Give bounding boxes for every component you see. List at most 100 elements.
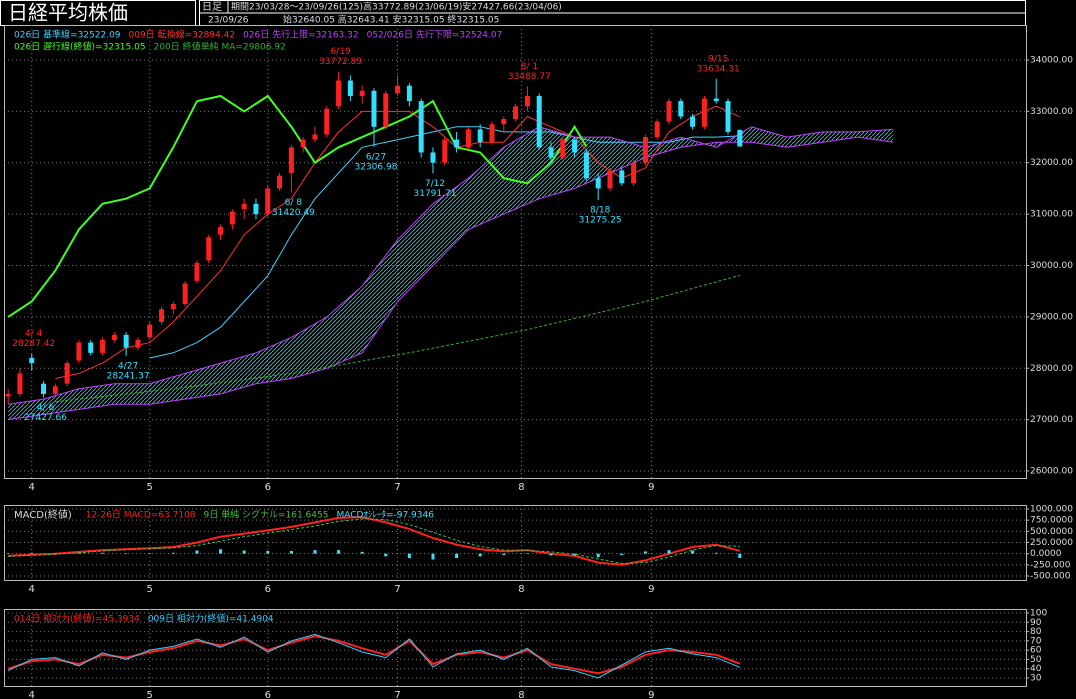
histogram-bar <box>738 553 742 559</box>
x-tick-label: 7 <box>394 690 400 699</box>
annotation-date: 4/ 6 <box>37 403 55 413</box>
annotation-date: 7/12 <box>425 179 445 189</box>
x-tick-label: 7 <box>394 482 400 493</box>
y-tick-label: 60 <box>1030 646 1042 656</box>
y-tick-label: 40 <box>1030 664 1042 674</box>
y-tick-label: 1000.000 <box>1030 505 1073 515</box>
histogram-bar <box>596 553 600 558</box>
x-tick-label: 8 <box>518 584 524 595</box>
x-tick-label: 5 <box>147 690 153 699</box>
x-tick-label: 6 <box>265 482 271 493</box>
header-title: 日経平均株価 <box>8 1 128 25</box>
candle-body <box>442 139 448 163</box>
candle-body <box>701 98 707 127</box>
histogram-bar <box>407 553 411 559</box>
candle-body <box>607 170 613 189</box>
panel-frame <box>4 609 1027 687</box>
histogram-bar <box>455 553 459 559</box>
plot-area <box>4 505 1026 580</box>
x-tick-label: 4 <box>29 584 35 595</box>
y-tick-label: 250.0000 <box>1030 538 1073 548</box>
histogram-bar <box>242 550 246 554</box>
y-tick-label: 80 <box>1030 627 1042 637</box>
panel-frame <box>4 25 1027 479</box>
y-tick-label: 27000.00 <box>1030 415 1073 425</box>
candle-body <box>501 119 507 125</box>
candle-body <box>595 178 601 189</box>
candle-body <box>41 383 47 394</box>
candle-body <box>218 226 224 235</box>
histogram-bar <box>171 552 175 554</box>
legend-entry: 200日 終値単純 MA=29806.92 <box>154 41 286 53</box>
y-tick-label: 30000.00 <box>1030 261 1073 271</box>
candle-body <box>465 129 471 148</box>
annotation-date: 6/27 <box>366 152 386 162</box>
candle-body <box>572 139 578 153</box>
legend-entry: 12-26日 MACD=63.7108 <box>86 510 196 521</box>
y-tick-label: 34000.00 <box>1030 55 1073 65</box>
candle-body <box>560 139 566 158</box>
annotation-date: 9/15 <box>708 54 728 64</box>
candle-body <box>17 373 23 394</box>
x-tick-label: 7 <box>394 584 400 595</box>
candle-body <box>513 106 519 120</box>
candle-body <box>642 137 648 163</box>
candle-body <box>631 162 637 184</box>
histogram-bar <box>714 552 718 554</box>
candle-body <box>277 175 283 189</box>
candle-body <box>395 85 401 94</box>
histogram-bar <box>195 550 199 554</box>
y-tick-label: 750.0000 <box>1030 516 1073 526</box>
candle-body <box>229 211 235 225</box>
candle-body <box>76 342 82 361</box>
legend-entry: 009日 相対力(終値)=41.4904 <box>148 613 274 625</box>
candle-body <box>52 386 58 394</box>
candle-body <box>88 342 94 353</box>
legend-entry: MACDｵｼﾚｰﾀ=-97.9346 <box>336 510 434 521</box>
histogram-bar <box>643 551 647 554</box>
histogram-bar <box>573 553 577 556</box>
candle-body <box>725 101 731 132</box>
legend-entry: 026日 基準線=32522.09 <box>14 29 121 41</box>
annotation-value: 31275.25 <box>579 215 622 225</box>
candle-body <box>312 134 318 140</box>
y-tick-label: 0.0000 <box>1030 549 1062 559</box>
series-line <box>8 136 894 421</box>
legend-entry: 9日 単純 シグナル=161.6455 <box>204 509 329 521</box>
cloud <box>8 126 894 420</box>
x-tick-label: 9 <box>648 690 654 699</box>
histogram-bar <box>124 553 128 554</box>
candle-body <box>737 129 743 147</box>
series-line <box>8 518 740 565</box>
candle-body <box>182 283 188 305</box>
histogram-bar <box>53 553 57 554</box>
series-line <box>55 274 740 403</box>
y-tick-label: -500.000 <box>1030 571 1071 581</box>
date: 23/09/26 <box>208 16 249 26</box>
candle-body <box>666 101 672 122</box>
annotation-value: 28287.42 <box>12 339 55 349</box>
annotation-date: 8/ 1 <box>521 62 538 72</box>
interval: 日足 <box>202 1 222 13</box>
y-tick-label: 31000.00 <box>1030 210 1073 220</box>
annotation-date: 4/27 <box>118 361 138 371</box>
histogram-bar <box>502 553 506 555</box>
candle-body <box>123 334 129 348</box>
legend-entry: 026日 先行上限=32163.32 <box>243 29 359 41</box>
candle-body <box>524 95 530 107</box>
candle-body <box>170 304 176 310</box>
annotation-value: 33772.89 <box>319 57 362 67</box>
candle-body <box>359 90 365 96</box>
y-tick-label: 32000.00 <box>1030 158 1073 168</box>
candle-body <box>253 203 259 215</box>
annotation-value: 31791.71 <box>414 189 457 199</box>
period: 期間23/03/28～23/09/26(125)高33772.89(23/06/… <box>231 1 562 13</box>
x-tick-label: 9 <box>648 584 654 595</box>
candle-body <box>135 339 141 348</box>
annotation-value: 27427.66 <box>24 413 67 423</box>
annotation-value: 32306.98 <box>354 162 397 172</box>
x-tick-label: 9 <box>648 482 654 493</box>
candle-body <box>29 357 35 364</box>
y-tick-label: 33000.00 <box>1030 107 1073 117</box>
x-tick-label: 4 <box>29 690 35 699</box>
